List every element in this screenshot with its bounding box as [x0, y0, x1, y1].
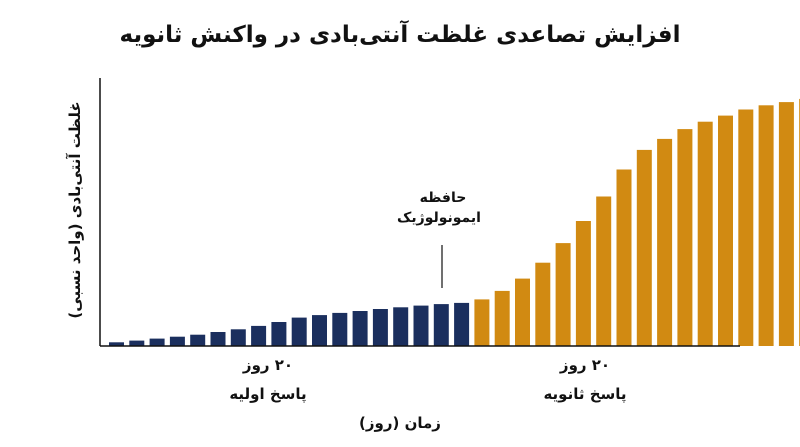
secondary-bar-1 [474, 299, 490, 346]
primary-bar-2 [129, 340, 145, 346]
secondary-bar-10 [657, 138, 673, 346]
x-axis-label: زمان (روز) [359, 414, 441, 432]
secondary-bar-13 [718, 115, 733, 346]
primary-bar-6 [210, 332, 226, 346]
primary-bar-4 [169, 336, 185, 346]
secondary-bar-14 [738, 109, 754, 346]
primary-bar-14 [372, 309, 388, 346]
primary-bar-9 [271, 322, 287, 346]
primary-bar-17 [433, 304, 449, 346]
primary-bar-13 [352, 311, 368, 346]
secondary-bar-3 [515, 278, 530, 346]
primary-bar-7 [230, 329, 246, 346]
primary-bar-3 [149, 338, 165, 346]
secondary-bar-9 [636, 149, 652, 346]
bars-group [109, 98, 800, 347]
secondary-bar-2 [494, 290, 510, 346]
primary-phase-label: پاسخ اولیه [229, 385, 307, 403]
secondary-bar-7 [596, 196, 612, 346]
primary-bar-11 [312, 315, 327, 346]
primary-duration-label: ۲۰ روز [242, 356, 294, 374]
primary-bar-18 [454, 302, 470, 346]
primary-bar-12 [332, 312, 348, 346]
primary-bar-10 [291, 317, 307, 346]
secondary-bar-15 [758, 105, 774, 346]
chart-title: افزایش تصاعدی غلظت آنتی‌بادی در واکنش ثا… [119, 22, 681, 48]
secondary-bar-6 [575, 221, 591, 346]
secondary-bar-5 [555, 243, 571, 346]
primary-bar-15 [393, 307, 409, 346]
secondary-duration-label: ۲۰ روز [559, 356, 611, 374]
memory-annotation-line2: ایمونولوژیک [397, 210, 481, 226]
primary-bar-16 [413, 305, 429, 346]
secondary-bar-4 [535, 262, 551, 346]
secondary-bar-8 [616, 169, 632, 346]
primary-bar-5 [190, 334, 206, 346]
secondary-bar-11 [677, 129, 693, 346]
primary-bar-1 [109, 342, 124, 346]
memory-annotation: حافظه ایمونولوژیک [397, 188, 481, 228]
secondary-phase-label: پاسخ ثانویه [543, 385, 627, 403]
primary-bar-8 [251, 325, 267, 346]
memory-annotation-line1: حافظه [419, 190, 467, 206]
secondary-bar-16 [778, 102, 794, 346]
secondary-bar-12 [697, 121, 713, 346]
